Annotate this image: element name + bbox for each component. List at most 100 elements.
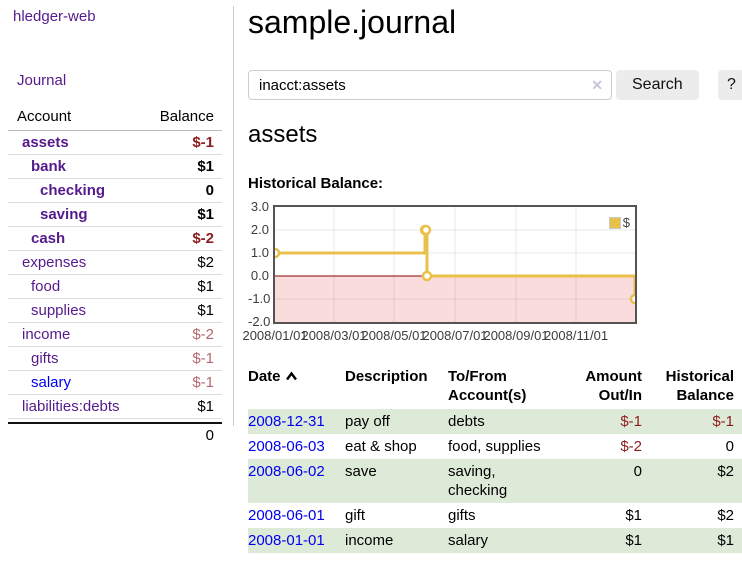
- account-link-assets[interactable]: assets: [22, 134, 69, 151]
- register-body: 2008-12-31 pay off debts $-1 $-1 2008-06-03 ea…: [248, 409, 742, 553]
- help-button[interactable]: ?: [718, 70, 742, 100]
- clear-search-icon[interactable]: ✕: [591, 77, 603, 93]
- account-link-income[interactable]: income: [22, 326, 71, 343]
- balance-chart-svg: [275, 207, 635, 322]
- legend-swatch-icon: [608, 216, 621, 229]
- transaction-balance: $1: [717, 532, 734, 549]
- account-tree-table: Account Balance assets $-1 bank $1 checking 0…: [8, 106, 222, 447]
- transaction-amount: $1: [625, 507, 642, 524]
- register-section: Date Description To/From Account(s) Amou…: [248, 365, 742, 553]
- app-title-link[interactable]: hledger-web: [13, 8, 96, 25]
- account-balance: $-1: [145, 370, 222, 395]
- sidebar-divider: [233, 6, 234, 426]
- description-column-header: Description: [345, 368, 428, 385]
- account-row: saving $1: [8, 202, 222, 227]
- transaction-row: 2008-06-02 save saving, checking 0 $2: [248, 459, 742, 503]
- search-bar: ✕ Search ?: [248, 70, 742, 100]
- account-link-supplies[interactable]: supplies: [31, 302, 87, 319]
- account-link-checking[interactable]: checking: [40, 182, 106, 199]
- account-balance: $1: [145, 274, 222, 299]
- y-axis-tick-label: 3.0: [250, 199, 269, 214]
- account-balance: $1: [145, 154, 222, 179]
- transaction-accounts: gifts: [448, 507, 476, 524]
- transaction-description: pay off: [345, 413, 390, 430]
- account-row: gifts $-1: [8, 346, 222, 371]
- account-row: expenses $2: [8, 250, 222, 275]
- transaction-description: gift: [345, 507, 366, 524]
- account-link-gifts[interactable]: gifts: [31, 350, 59, 367]
- account-row: liabilities:debts $1: [8, 394, 222, 419]
- x-axis-tick-label: 2008/01/01: [242, 328, 308, 343]
- account-link-saving[interactable]: saving: [40, 206, 88, 223]
- y-axis-tick-label: 0.0: [250, 268, 269, 283]
- date-column-header[interactable]: Date: [248, 365, 345, 409]
- y-axis-tick-label: 1.0: [250, 245, 269, 260]
- account-balance: $1: [145, 298, 222, 323]
- transaction-date-link[interactable]: 2008-06-02: [248, 463, 325, 480]
- x-axis-tick-label: 2008/03/01: [301, 328, 367, 343]
- main-content: sample.journal ✕ Search ? assets Histori…: [242, 0, 742, 582]
- chart-plot-area: $: [273, 205, 637, 324]
- account-total-row: 0: [8, 421, 222, 447]
- chart-legend: $: [608, 215, 630, 230]
- account-row: bank $1: [8, 154, 222, 179]
- transaction-description: eat & shop: [345, 438, 417, 455]
- y-axis-tick-label: -2.0: [248, 314, 271, 329]
- search-button[interactable]: Search: [616, 70, 699, 100]
- x-axis-tick-label: 2008/09/01: [483, 328, 549, 343]
- account-heading: assets: [248, 121, 318, 148]
- account-link-liabilities-debts[interactable]: liabilities:debts: [22, 398, 120, 415]
- register-table: Date Description To/From Account(s) Amou…: [248, 365, 742, 553]
- amount-column-header: Amount Out/In: [585, 368, 642, 404]
- account-row: assets $-1: [8, 130, 222, 155]
- account-link-food[interactable]: food: [31, 278, 61, 295]
- account-row: salary $-1: [8, 370, 222, 395]
- historical-balance-chart: $ 3.0 2.0 1.0 0.0 -1.0 -2.0 2008/01/01 2008/03…: [242, 199, 742, 355]
- transaction-date-link[interactable]: 2008-06-01: [248, 507, 325, 524]
- account-total-value: 0: [145, 421, 222, 447]
- account-balance: 0: [145, 178, 222, 203]
- transaction-row: 2008-06-01 gift gifts $1 $2: [248, 503, 742, 528]
- account-balance: $2: [145, 250, 222, 275]
- sort-asc-icon: [285, 367, 298, 386]
- transaction-description: income: [345, 532, 394, 549]
- account-link-cash[interactable]: cash: [31, 230, 66, 247]
- transaction-accounts: food, supplies: [448, 438, 541, 455]
- x-axis-tick-label: 2008/11/01: [543, 328, 609, 343]
- transaction-amount: $-2: [620, 438, 642, 455]
- legend-label: $: [622, 215, 630, 230]
- y-axis-tick-label: -1.0: [248, 291, 271, 306]
- transaction-balance: $-1: [712, 413, 734, 430]
- account-link-bank[interactable]: bank: [31, 158, 67, 175]
- page-title: sample.journal: [248, 4, 457, 40]
- transaction-row: 2008-06-03 eat & shop food, supplies $-2 0: [248, 434, 742, 459]
- balance-column-header: Balance: [145, 106, 222, 131]
- transaction-balance: $2: [717, 463, 734, 480]
- y-axis-tick-label: 2.0: [250, 222, 269, 237]
- transaction-date-link[interactable]: 2008-12-31: [248, 413, 325, 430]
- transaction-date-link[interactable]: 2008-06-03: [248, 438, 325, 455]
- transaction-description: save: [345, 463, 377, 480]
- transaction-amount: $1: [625, 532, 642, 549]
- account-row: checking 0: [8, 178, 222, 203]
- account-row: income $-2: [8, 322, 222, 347]
- transaction-date-link[interactable]: 2008-01-01: [248, 532, 325, 549]
- search-input[interactable]: [248, 70, 612, 100]
- transaction-accounts: saving, checking: [448, 463, 508, 499]
- transaction-row: 2008-01-01 income salary $1 $1: [248, 528, 742, 553]
- sidebar-item-journal[interactable]: Journal: [17, 72, 67, 89]
- transaction-balance: 0: [725, 438, 734, 455]
- account-link-expenses[interactable]: expenses: [22, 254, 87, 271]
- account-row: supplies $1: [8, 298, 222, 323]
- account-row: cash $-2: [8, 226, 222, 251]
- account-tree-body: assets $-1 bank $1 checking 0 saving $1 cash $-2 e…: [8, 130, 222, 419]
- transaction-accounts: salary: [448, 532, 489, 549]
- account-link-salary[interactable]: salary: [31, 374, 72, 391]
- accounts-column-header: To/From Account(s): [448, 368, 527, 404]
- account-balance: $-2: [145, 322, 222, 347]
- account-balance: $1: [145, 202, 222, 227]
- balance-column-header-main: Historical Balance: [665, 368, 734, 404]
- transaction-row: 2008-12-31 pay off debts $-1 $-1: [248, 409, 742, 434]
- chart-title: Historical Balance:: [248, 175, 384, 192]
- account-balance: $-1: [145, 130, 222, 155]
